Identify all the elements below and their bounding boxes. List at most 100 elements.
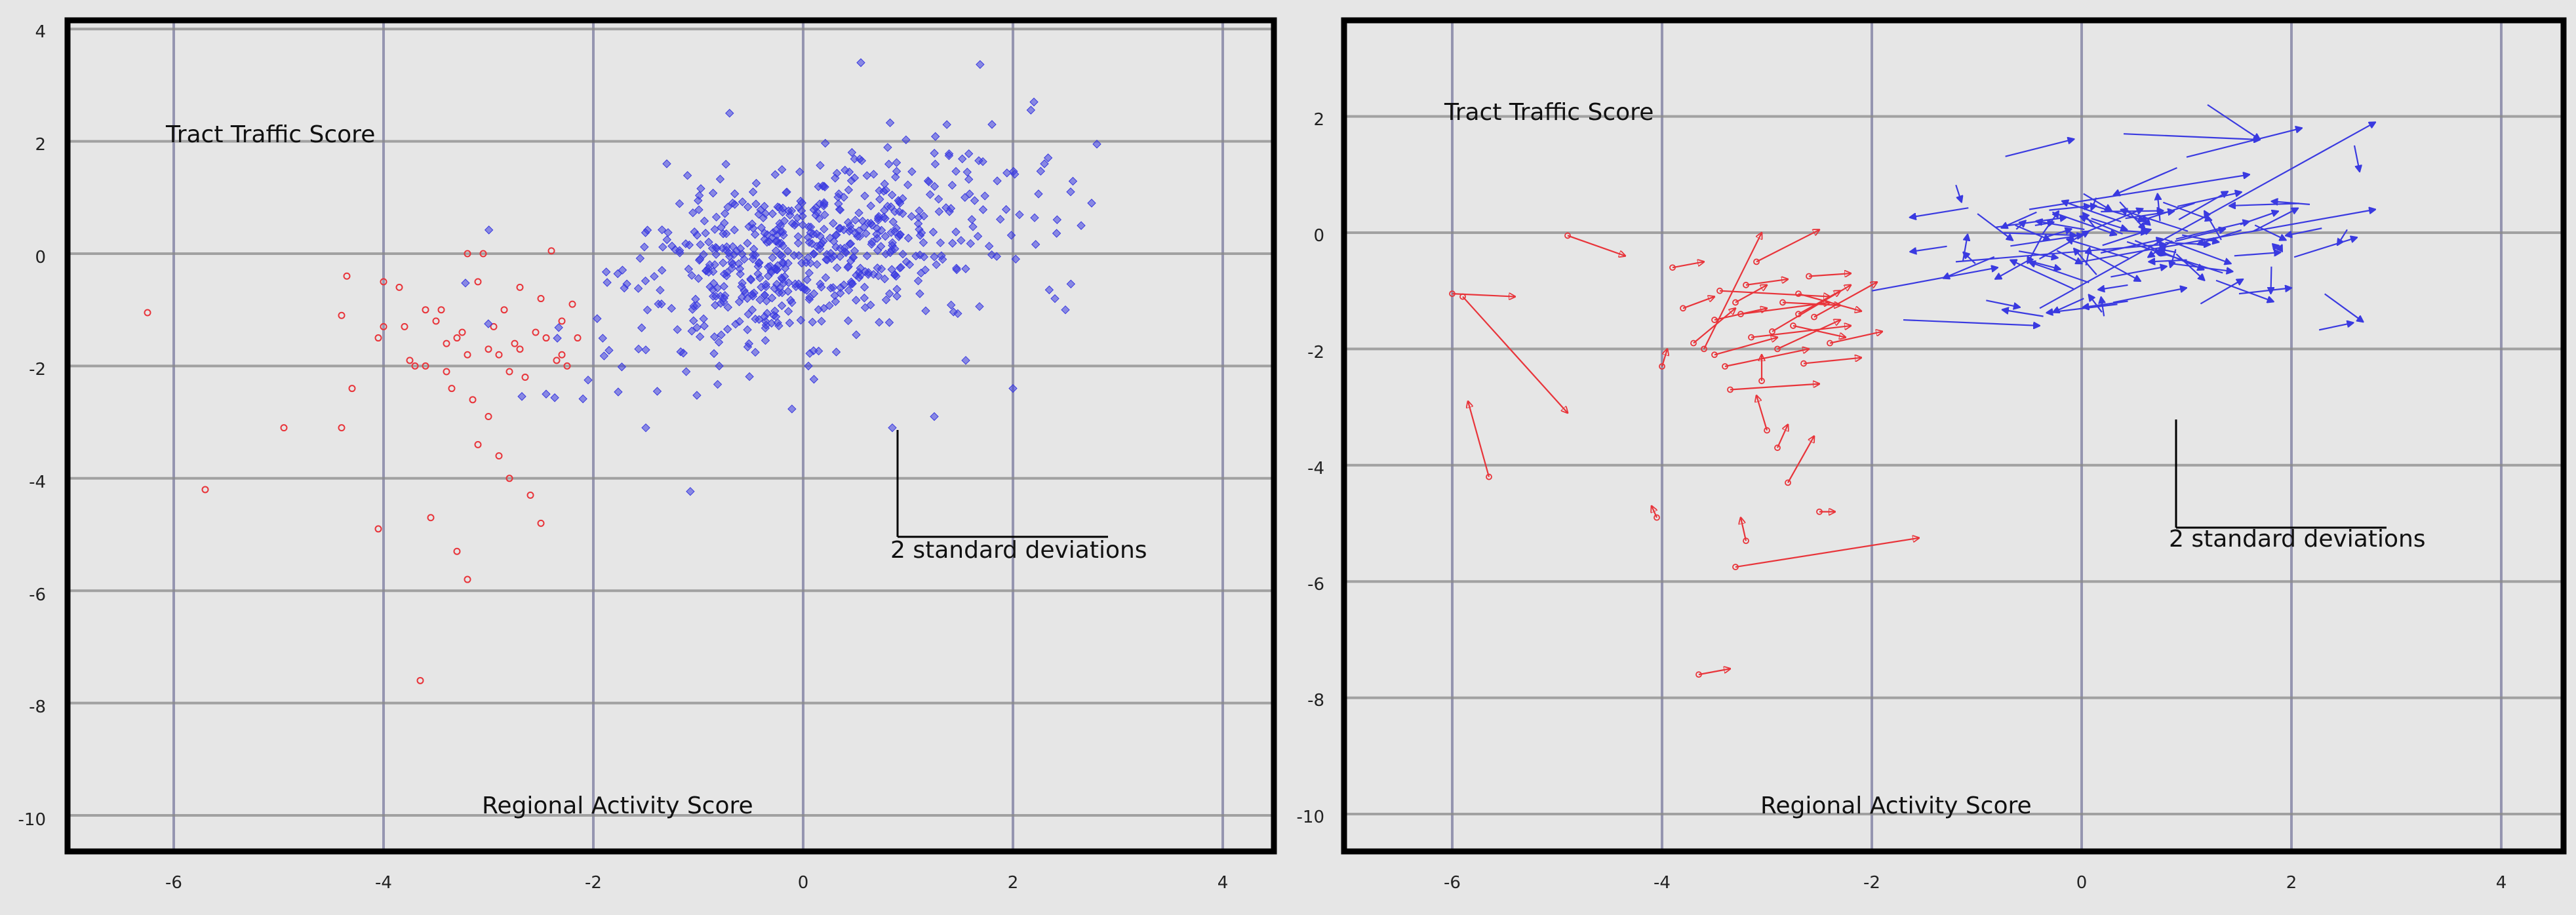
- point-red: [395, 283, 403, 291]
- point-blue: [798, 212, 807, 221]
- point-blue: [816, 282, 826, 292]
- arrow-blue: [2081, 210, 2375, 263]
- y-tick-m2: -2: [29, 360, 46, 380]
- arrow-blue: [1977, 213, 2013, 241]
- point-blue: [715, 174, 725, 184]
- point-blue: [1068, 176, 1078, 186]
- point-red: [416, 676, 424, 684]
- point-blue: [709, 332, 719, 341]
- point-blue: [957, 236, 966, 245]
- point-blue: [641, 276, 650, 286]
- arrow-origin-red: [1774, 345, 1781, 353]
- point-blue: [816, 231, 825, 241]
- point-blue: [684, 264, 694, 274]
- point-blue: [694, 256, 704, 265]
- point-blue: [967, 215, 976, 224]
- point-blue: [1015, 210, 1024, 220]
- arrow-blue: [1871, 267, 1998, 292]
- arrow-origin-red: [1669, 264, 1676, 271]
- arrow-blue: [2170, 248, 2177, 267]
- point-blue: [724, 248, 734, 258]
- point-blue: [892, 158, 902, 167]
- arrow-blue: [2293, 237, 2357, 258]
- point-red: [521, 374, 529, 381]
- y-tick-0: 0: [1313, 226, 1324, 246]
- x-tick-m2: -2: [1863, 873, 1880, 893]
- arrows-right: [1449, 104, 2375, 678]
- arrow-red: [1798, 293, 1861, 311]
- point-blue: [875, 318, 884, 327]
- point-blue: [768, 253, 777, 262]
- point-blue: [748, 254, 758, 263]
- point-blue: [764, 271, 773, 281]
- point-blue: [785, 319, 795, 328]
- point-blue: [975, 302, 984, 311]
- point-blue: [817, 317, 826, 326]
- x-tick-4: 4: [1218, 873, 1229, 893]
- y-axis-label-left: Tract Traffic Score: [165, 121, 375, 148]
- point-blue: [658, 243, 667, 252]
- point-red: [144, 309, 151, 317]
- arrow-origin-red: [1764, 427, 1770, 434]
- point-blue: [964, 174, 974, 184]
- point-blue: [719, 294, 728, 303]
- point-blue: [673, 325, 682, 334]
- point-blue: [550, 393, 559, 402]
- point-blue: [641, 228, 650, 237]
- point-red: [422, 306, 429, 314]
- arrow-blue: [1910, 245, 1947, 252]
- point-blue: [903, 233, 913, 243]
- point-blue: [751, 347, 760, 357]
- point-blue: [760, 229, 770, 238]
- point-blue: [484, 319, 493, 328]
- point-blue: [881, 295, 891, 305]
- arrow-blue: [2186, 128, 2302, 158]
- point-blue: [686, 487, 695, 496]
- scale-bar-left: 2 standard deviations: [890, 430, 1147, 564]
- point-red: [485, 413, 492, 421]
- point-blue: [755, 295, 764, 305]
- point-blue: [829, 237, 839, 246]
- arrow-origin-red: [1795, 290, 1802, 298]
- arrow-blue: [2272, 201, 2310, 204]
- arrow-origin-red: [1564, 232, 1571, 239]
- arrow-red: [1714, 338, 1777, 356]
- point-red: [505, 368, 513, 376]
- arrow-blue: [1986, 300, 2020, 307]
- arrow-blue: [2089, 295, 2103, 313]
- point-blue: [951, 227, 961, 237]
- arrow-blue: [2080, 208, 2143, 235]
- point-blue: [846, 279, 856, 288]
- point-blue: [980, 191, 989, 201]
- arrow-red: [1793, 324, 1846, 338]
- point-blue: [598, 334, 607, 343]
- point-blue: [717, 330, 726, 340]
- point-blue: [657, 265, 667, 275]
- point-blue: [855, 232, 865, 241]
- point-blue: [944, 151, 954, 161]
- arrow-blue: [2083, 193, 2112, 211]
- arrow-blue: [1910, 207, 1969, 218]
- arrow-red: [1462, 296, 1568, 413]
- point-blue: [711, 243, 721, 252]
- point-blue: [683, 171, 692, 180]
- point-blue: [696, 240, 705, 249]
- point-blue: [820, 198, 829, 207]
- y-tick-0: 0: [35, 248, 46, 267]
- arrow-blue: [2353, 145, 2360, 172]
- point-blue: [601, 267, 611, 277]
- arrow-origin-red: [1827, 340, 1833, 347]
- point-blue: [844, 316, 853, 326]
- point-blue: [898, 249, 907, 259]
- point-blue: [637, 323, 646, 332]
- point-blue: [604, 345, 614, 355]
- point-blue: [1030, 213, 1039, 222]
- arrow-origin-red: [1800, 360, 1807, 367]
- point-blue: [783, 246, 793, 256]
- arrow-origin-red: [1727, 386, 1734, 393]
- x-tick-0: 0: [798, 873, 809, 893]
- arrow-origin-red: [1753, 258, 1760, 265]
- point-blue: [888, 217, 898, 227]
- point-blue: [930, 412, 939, 421]
